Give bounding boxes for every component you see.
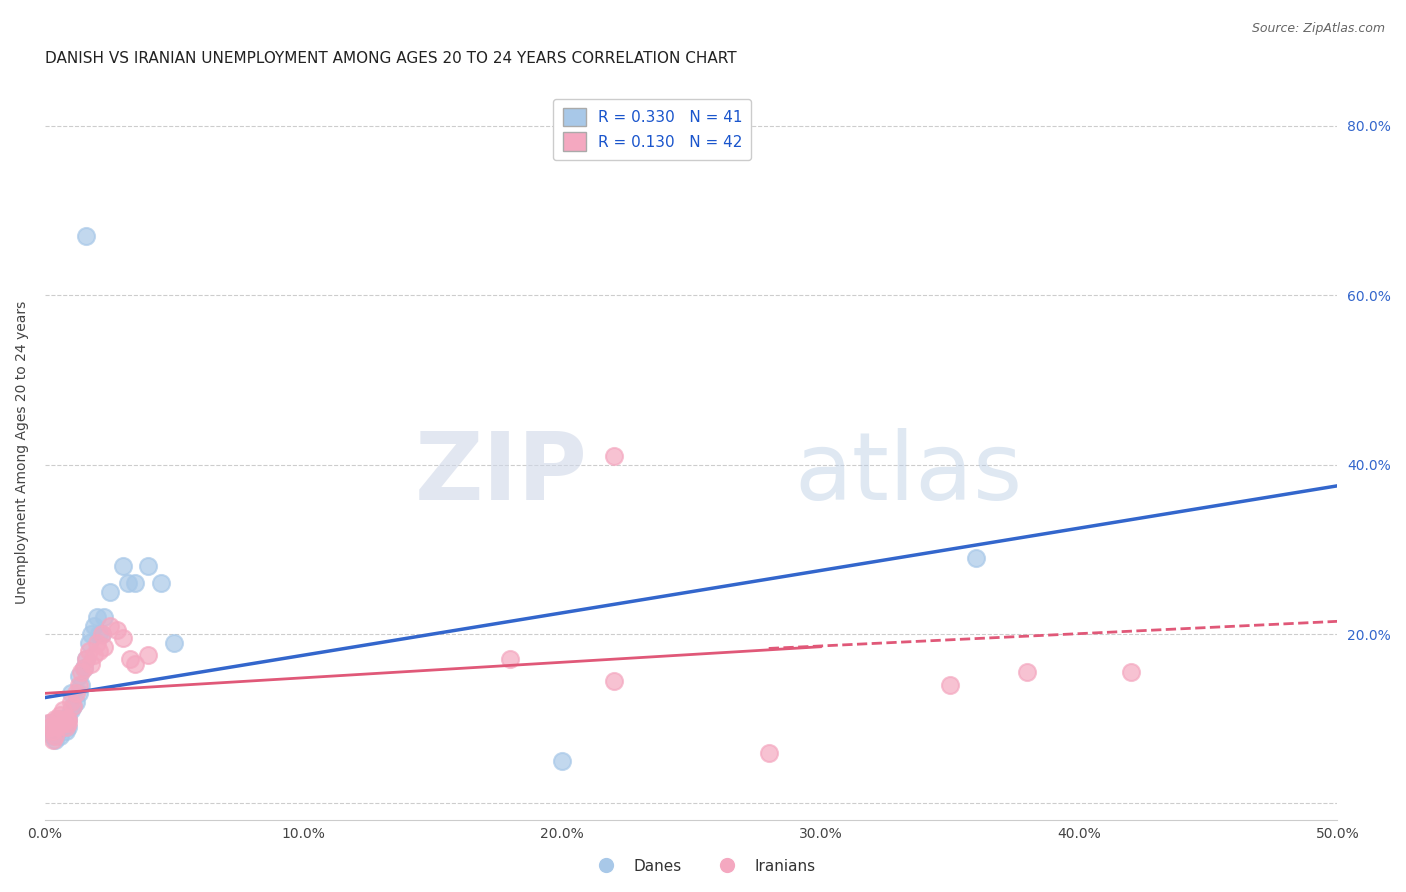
Point [758, 746, 780, 760]
Point [111, 632, 134, 646]
Point [80, 627, 103, 641]
Point [111, 559, 134, 574]
Point [150, 576, 173, 591]
Point [49, 707, 72, 722]
Y-axis label: Unemployment Among Ages 20 to 24 years: Unemployment Among Ages 20 to 24 years [15, 301, 30, 604]
Point [42, 724, 65, 739]
Point [52, 720, 75, 734]
Point [58, 720, 80, 734]
Point [55, 712, 77, 726]
Point [39, 716, 62, 731]
Point [138, 648, 160, 663]
Point [124, 576, 146, 591]
Point [117, 576, 139, 591]
Point [98, 618, 121, 632]
Text: Source: ZipAtlas.com: Source: ZipAtlas.com [1251, 22, 1385, 36]
Point [62, 699, 84, 714]
Point [52, 716, 75, 731]
Point [77, 635, 100, 649]
Point [59, 686, 82, 700]
Point [89, 627, 111, 641]
Point [49, 729, 72, 743]
Point [52, 712, 75, 726]
Point [1119, 665, 1142, 680]
Point [46, 720, 69, 734]
Point [59, 695, 82, 709]
Point [58, 712, 80, 726]
Point [105, 623, 128, 637]
Point [46, 712, 69, 726]
Point [120, 652, 142, 666]
Point [499, 652, 522, 666]
Point [44, 712, 66, 726]
Point [46, 712, 69, 726]
Point [46, 724, 69, 739]
Point [80, 657, 103, 671]
Point [65, 686, 87, 700]
Point [58, 712, 80, 726]
Point [86, 610, 108, 624]
Point [98, 584, 121, 599]
Point [602, 449, 624, 463]
Point [67, 669, 90, 683]
Point [73, 661, 96, 675]
Point [73, 661, 96, 675]
Point [44, 732, 66, 747]
Point [39, 720, 62, 734]
Point [93, 610, 115, 624]
Point [55, 720, 77, 734]
Point [93, 640, 115, 654]
Point [42, 732, 65, 747]
Point [42, 729, 65, 743]
Point [44, 720, 66, 734]
Point [77, 644, 100, 658]
Point [55, 724, 77, 739]
Point [59, 703, 82, 717]
Point [602, 673, 624, 688]
Legend: Danes, Iranians: Danes, Iranians [583, 853, 823, 880]
Point [70, 665, 93, 680]
Point [1017, 665, 1039, 680]
Point [83, 618, 105, 632]
Point [67, 678, 90, 692]
Point [46, 720, 69, 734]
Point [70, 678, 93, 692]
Point [86, 635, 108, 649]
Point [49, 716, 72, 731]
Point [67, 686, 90, 700]
Point [58, 716, 80, 731]
Point [75, 652, 97, 666]
Point [938, 678, 960, 692]
Point [44, 729, 66, 743]
Point [90, 627, 112, 641]
Point [965, 550, 987, 565]
Legend: R = 0.330   N = 41, R = 0.130   N = 42: R = 0.330 N = 41, R = 0.130 N = 42 [554, 98, 751, 161]
Point [37, 716, 59, 731]
Point [55, 716, 77, 731]
Point [65, 695, 87, 709]
Text: atlas: atlas [794, 428, 1022, 520]
Point [138, 559, 160, 574]
Point [75, 652, 97, 666]
Text: ZIP: ZIP [415, 428, 588, 520]
Point [42, 724, 65, 739]
Point [52, 703, 75, 717]
Text: DANISH VS IRANIAN UNEMPLOYMENT AMONG AGES 20 TO 24 YEARS CORRELATION CHART: DANISH VS IRANIAN UNEMPLOYMENT AMONG AGE… [45, 51, 737, 66]
Point [90, 627, 112, 641]
Point [75, 229, 97, 244]
Point [551, 754, 574, 768]
Point [89, 644, 111, 658]
Point [62, 699, 84, 714]
Point [83, 648, 105, 663]
Point [163, 635, 186, 649]
Point [124, 657, 146, 671]
